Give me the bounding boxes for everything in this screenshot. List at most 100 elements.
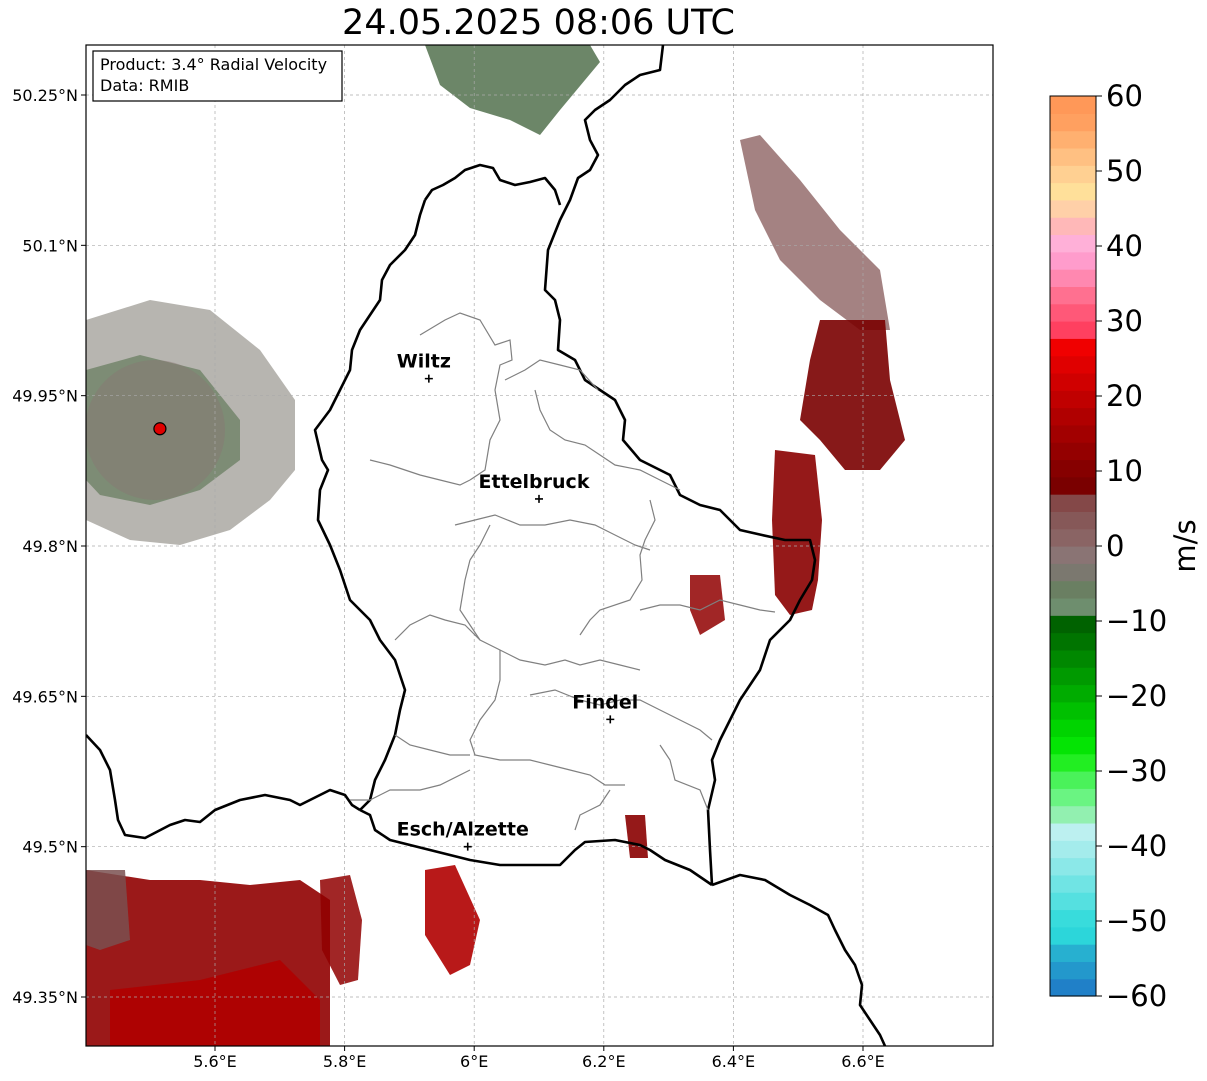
lon-tick-label: 5.6°E [193, 1052, 237, 1071]
colorbar-segment [1050, 372, 1096, 391]
colorbar-segment [1050, 822, 1096, 841]
radar-site-marker [153, 422, 167, 436]
colorbar-segment [1050, 217, 1096, 236]
velocity-colorbar: 60 50 40 30 20 10 0 −10 −20 −30 −40 −50 −60 [1049, 79, 1167, 1013]
lon-tick-label: 5.8°E [323, 1052, 367, 1071]
city-esch-alzette: Esch/Alzette [397, 819, 529, 851]
city-marker-icon [424, 374, 433, 383]
colorbar-segment [1050, 892, 1096, 911]
lat-tick-label: 50.1°N [22, 236, 78, 255]
colorbar-tick-label: −60 [1106, 979, 1167, 1013]
city-wiltz: Wiltz [397, 351, 451, 383]
colorbar-segment [1050, 580, 1096, 599]
city-marker-icon [535, 494, 543, 503]
info-box-frame [92, 50, 343, 102]
colorbar-segment [1050, 96, 1096, 114]
colorbar-segment [1050, 961, 1096, 980]
colorbar-segment [1050, 978, 1096, 997]
canton-line-6 [579, 499, 656, 636]
radar-echoes [86, 45, 905, 1046]
colorbar-unit-label: m/s [1168, 519, 1202, 572]
colorbar-segment [1050, 632, 1096, 651]
colorbar-tick-label: 60 [1106, 79, 1143, 113]
colorbar-segment [1050, 130, 1096, 149]
canton-line-7 [459, 524, 491, 641]
colorbar-segment [1050, 338, 1096, 357]
colorbar-segment [1050, 788, 1096, 807]
colorbar-segment [1050, 113, 1096, 132]
echo-southwest-core [110, 960, 320, 1046]
city-marker-icon [606, 715, 615, 724]
colorbar-segment [1050, 771, 1096, 789]
echo-east-approaching-1 [800, 320, 905, 470]
colorbar-tick-label: 50 [1106, 154, 1143, 188]
canton-line-9 [639, 599, 776, 613]
map-title: 24.05.2025 08:06 UTC [342, 3, 735, 43]
colorbar-tick-label: 30 [1106, 304, 1143, 338]
lat-tick-label: 49.5°N [22, 838, 78, 857]
map-axes: 50.25°N 50.1°N 49.95°N 49.8°N 49.65°N 49.5°N 4… [12, 86, 885, 1071]
colorbar-segment [1050, 736, 1096, 755]
colorbar-segment [1050, 597, 1096, 616]
colorbar-segment [1050, 269, 1096, 287]
border-lu-north [423, 163, 562, 206]
border-fr-be [86, 734, 361, 840]
canton-line-13 [350, 769, 611, 831]
colorbar-tick-label: 20 [1106, 379, 1143, 413]
canton-line-10 [469, 650, 625, 786]
border-lu-south [359, 808, 713, 887]
city-markers: Wiltz Ettelbruck Findel Esch/Alzette [397, 351, 638, 851]
product-info-box: Product: 3.4° Radial Velocity Data: RMIB [92, 50, 343, 102]
colorbar-segment [1050, 511, 1096, 530]
colorbar-segment [1050, 251, 1096, 270]
colorbar-segment [1050, 390, 1096, 409]
colorbar-segment [1050, 199, 1096, 218]
lon-tick-label: 6.4°E [712, 1052, 756, 1071]
colorbar-tick-label: 0 [1106, 529, 1124, 563]
colorbar-segment [1050, 719, 1096, 737]
city-findel: Findel [572, 691, 638, 724]
echo-north-green [425, 45, 600, 135]
colorbar-segment [1050, 649, 1096, 668]
canton-line-3 [504, 359, 599, 391]
canton-line-1 [419, 312, 513, 481]
colorbar-tick-label: −30 [1106, 754, 1167, 788]
colorbar-segment [1050, 805, 1096, 824]
border-lu-west [313, 199, 427, 811]
colorbar-segment [1050, 476, 1096, 495]
colorbar-tick-label: −50 [1106, 904, 1167, 938]
colorbar-segment [1050, 165, 1096, 184]
colorbar-segment [1050, 303, 1096, 322]
colorbar-segment [1050, 528, 1096, 547]
city-label: Findel [572, 691, 638, 713]
lat-tick-label: 50.25°N [12, 86, 78, 105]
canton-line-5 [454, 514, 651, 551]
colorbar-segment [1050, 286, 1096, 305]
colorbar-segment [1050, 355, 1096, 374]
colorbar-segment [1050, 147, 1096, 166]
colorbar-segment [1050, 321, 1096, 339]
colorbar-segment [1050, 442, 1096, 461]
map-area [86, 45, 993, 1046]
lat-tick-label: 49.8°N [22, 537, 78, 556]
lon-tick-label: 6°E [460, 1052, 488, 1071]
canton-line-2 [369, 459, 471, 486]
echo-south-1 [320, 875, 362, 985]
colorbar-tick-label: −20 [1106, 679, 1167, 713]
lon-tick-label: 6.6°E [841, 1052, 885, 1071]
echo-east-small [690, 575, 725, 635]
colorbar-segment [1050, 840, 1096, 859]
colorbar-segment [1050, 753, 1096, 772]
colorbar-segment [1050, 459, 1096, 478]
colorbar-segment [1050, 234, 1096, 253]
city-label: Esch/Alzette [397, 819, 529, 841]
colorbar-segment [1050, 407, 1096, 426]
canton-line-8 [394, 614, 641, 671]
colorbar-tick-label: −40 [1106, 829, 1167, 863]
lat-tick-label: 49.95°N [12, 387, 78, 406]
colorbar-segment [1050, 667, 1096, 686]
lat-tick-label: 49.65°N [12, 687, 78, 706]
colorbar-segment [1050, 701, 1096, 720]
product-label: Product: 3.4° Radial Velocity [100, 55, 327, 74]
